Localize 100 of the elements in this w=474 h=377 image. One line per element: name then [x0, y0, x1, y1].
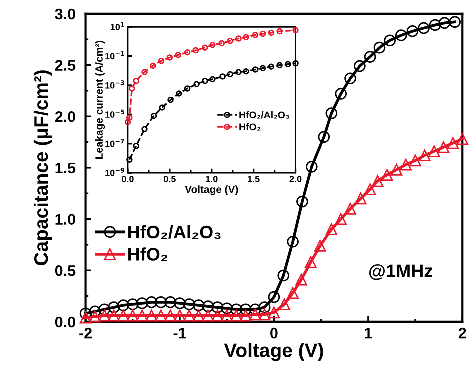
- point: [268, 30, 275, 36]
- point: [118, 300, 130, 312]
- point: [268, 64, 275, 70]
- y-tick-label: 0.5: [55, 265, 76, 276]
- x-tick-label: 2.0: [290, 176, 302, 182]
- point: [80, 308, 92, 320]
- point: [236, 36, 242, 42]
- point: [240, 304, 252, 316]
- point: [438, 142, 450, 154]
- point: [184, 86, 191, 92]
- y-tick-label: 2.0: [55, 111, 76, 122]
- point: [285, 61, 292, 68]
- point: [406, 26, 419, 38]
- point: [126, 298, 139, 310]
- x-tick-label: 1.5: [248, 176, 260, 182]
- point: [374, 42, 386, 54]
- point: [98, 310, 111, 322]
- point: [202, 44, 208, 51]
- point: [249, 308, 262, 321]
- y-tick-label: 10$^{1}$: [110, 22, 124, 30]
- point: [212, 302, 224, 314]
- point: [344, 203, 356, 215]
- point: [326, 108, 338, 120]
- point: [260, 65, 266, 72]
- point: [220, 74, 226, 80]
- point: [252, 66, 259, 73]
- point: [192, 310, 205, 322]
- point: [252, 32, 259, 38]
- point: [292, 60, 299, 67]
- point: [428, 146, 440, 158]
- point: [159, 104, 166, 111]
- y-tick-label: 10$^{−5}$: [106, 110, 124, 118]
- point: [278, 298, 290, 310]
- point: [364, 51, 376, 63]
- y-tick-label: 10$^{−7}$: [106, 139, 124, 148]
- x-tick-label: 1: [365, 328, 372, 339]
- point: [202, 300, 214, 312]
- point: [456, 133, 469, 146]
- point: [212, 310, 224, 322]
- point: [429, 19, 442, 32]
- point: [447, 137, 460, 150]
- point: [287, 236, 299, 248]
- legend-label: HfO₂: [128, 248, 168, 262]
- point: [372, 175, 384, 188]
- point: [210, 76, 216, 83]
- point: [202, 78, 208, 84]
- point: [142, 126, 148, 132]
- point: [184, 49, 191, 56]
- y-tick-label: 2.5: [55, 60, 76, 71]
- point: [174, 310, 186, 322]
- point: [146, 310, 158, 322]
- point: [354, 192, 367, 205]
- legend-label: HfO₂: [240, 123, 261, 131]
- point: [124, 119, 132, 126]
- point: [410, 154, 422, 167]
- point: [296, 196, 308, 208]
- point: [155, 310, 168, 322]
- point: [221, 302, 234, 315]
- point: [146, 296, 158, 308]
- point: [449, 16, 461, 28]
- point: [287, 287, 299, 300]
- point: [344, 72, 356, 85]
- point: [142, 69, 148, 76]
- point: [98, 304, 111, 316]
- point: [164, 296, 176, 308]
- point: [175, 52, 182, 58]
- point: [292, 27, 299, 34]
- point: [276, 28, 283, 35]
- point: [419, 150, 431, 162]
- point: [278, 270, 290, 282]
- point: [305, 256, 317, 268]
- point: [243, 68, 250, 75]
- point: [268, 291, 280, 304]
- y-tick-label: 3.0: [55, 8, 76, 20]
- x-tick-label: -1: [174, 328, 186, 339]
- point: [240, 310, 252, 322]
- point: [150, 62, 156, 70]
- x-tick-label: 0.0: [122, 176, 134, 182]
- point: [126, 156, 133, 163]
- point: [108, 310, 120, 322]
- point: [164, 310, 176, 322]
- point: [136, 310, 148, 322]
- point: [126, 114, 133, 122]
- point: [381, 169, 394, 182]
- point: [236, 69, 242, 76]
- point: [243, 34, 250, 40]
- point: [268, 306, 280, 319]
- point: [136, 298, 148, 310]
- point: [258, 308, 271, 321]
- point: [192, 300, 205, 312]
- point: [129, 86, 136, 92]
- y-tick-label: 10$^{−3}$: [106, 80, 124, 89]
- x-tick-label: 0.5: [164, 176, 176, 182]
- y-tick-label: 1.0: [56, 214, 76, 225]
- point: [194, 81, 200, 88]
- point: [192, 47, 200, 54]
- point: [133, 78, 140, 84]
- point: [418, 22, 430, 34]
- y-tick-label: 1.5: [56, 162, 76, 174]
- point: [318, 131, 330, 144]
